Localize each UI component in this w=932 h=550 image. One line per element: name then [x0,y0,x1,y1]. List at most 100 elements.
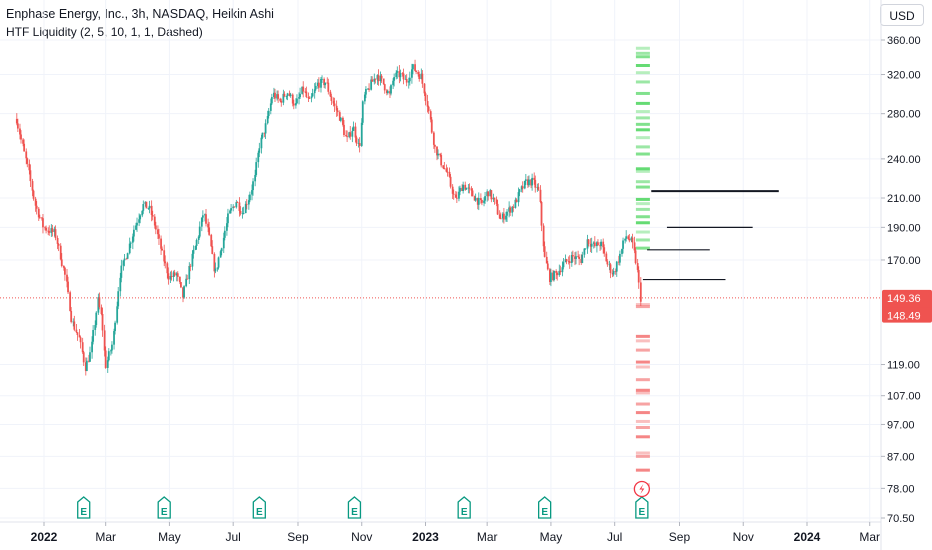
liquidity-zone-red [635,378,650,382]
previous-close-badge [882,307,932,323]
candle-body [119,277,122,292]
earnings-marker-icon[interactable] [157,496,171,519]
candle-body [38,217,41,219]
candle-body [286,93,289,96]
candle-body [395,72,398,78]
candle-body [586,239,589,249]
candle-body [619,253,621,263]
candle-body [299,93,301,98]
candle-body [302,86,305,92]
liquidity-zone-red [635,435,650,439]
liquidity-zone-green [635,64,650,68]
earnings-marker-icon[interactable] [347,496,362,519]
candle-body [230,208,232,211]
candle-body [474,197,477,201]
candle-body [45,227,47,231]
candle-body [537,186,540,190]
liquidity-zone-green [635,180,650,184]
candle-body [561,267,564,273]
candle-body [307,96,310,99]
candle-body [247,200,250,205]
candle-body [72,321,75,323]
candle-body [506,211,508,216]
liquidity-zone-green [635,110,650,114]
candle-body [313,89,316,94]
candle-body [20,134,22,140]
liquidity-zone-red [635,334,650,338]
candle-body [440,155,443,166]
currency-button[interactable]: USD [880,4,924,26]
earnings-marker-icon[interactable] [77,496,91,519]
candle-body [239,210,242,214]
candle-body [545,256,548,264]
candle-body [282,93,285,103]
candle-body [377,75,380,82]
candle-body [420,73,423,79]
price-tick-label: 87.00 [887,451,915,463]
candle-body [147,208,150,210]
candle-body [459,187,461,192]
candle-body [581,254,584,263]
candle-body [222,237,225,249]
candle-body [412,64,414,70]
candle-body [273,92,275,98]
liquidity-zone-red [635,454,650,458]
candle-body [481,200,483,203]
earnings-marker-icon[interactable] [252,496,266,519]
candle-body [414,64,416,71]
liquidity-zone-red [635,391,650,395]
candle-body [145,201,148,209]
candle-body [85,360,88,371]
liquidity-zone-red [635,425,650,429]
liquidity-zone-green [635,167,650,171]
candle-body [592,242,595,244]
earnings-marker-icon[interactable] [538,496,552,519]
candle-body [129,242,132,244]
candle-body [238,202,241,211]
candle-body [600,241,602,247]
liquidity-zone-red [635,468,650,472]
candle-body [324,82,327,86]
liquidity-zone-green [635,202,650,206]
price-axis[interactable]: 360.00 320.00 280.00 240.00 210.00 190.00 170.… [880,0,932,550]
candle-body [245,203,248,205]
price-tick-label: 360.00 [887,35,921,47]
candle-body [415,70,417,73]
candle-body [182,287,184,298]
candle-body [402,73,405,80]
price-tick-label: 97.00 [887,419,915,431]
candle-body [521,186,524,189]
price-tick-label: 119.00 [887,360,920,372]
time-tick-label: 2022 [31,530,58,544]
candle-body [357,143,360,144]
candle-body [349,132,352,137]
candle-body [408,77,411,82]
candle-body [548,269,551,282]
candle-body [445,168,448,172]
liquidity-zone-green [635,152,650,156]
indicator-legend[interactable]: HTF Liquidity (2, 5, 10, 1, 1, Dashed) [6,25,203,39]
candle-body [292,103,295,106]
candle-body [142,204,145,211]
candle-body [28,163,31,171]
candle-body [493,197,496,200]
candle-body [277,94,280,99]
candle-body [597,242,599,246]
candle-body [235,202,238,208]
candle-body [429,111,432,120]
symbol-title[interactable]: Enphase Energy, Inc., 3h, NASDAQ, Heikin… [6,7,274,21]
candle-body [376,75,379,80]
candle-body [370,79,373,90]
earnings-marker-icon[interactable] [635,496,649,519]
candle-body [217,257,220,268]
candle-body [533,177,536,180]
candle-body [495,199,498,204]
candle-body [470,188,473,191]
candle-body [166,263,169,274]
candle-body [229,210,231,214]
earnings-marker-icon[interactable] [457,496,471,519]
time-axis[interactable]: 2022 Mar May Jul Sep Nov 2023 Mar May Jul Sep Nov 20… [0,521,881,544]
candle-body [386,91,389,93]
